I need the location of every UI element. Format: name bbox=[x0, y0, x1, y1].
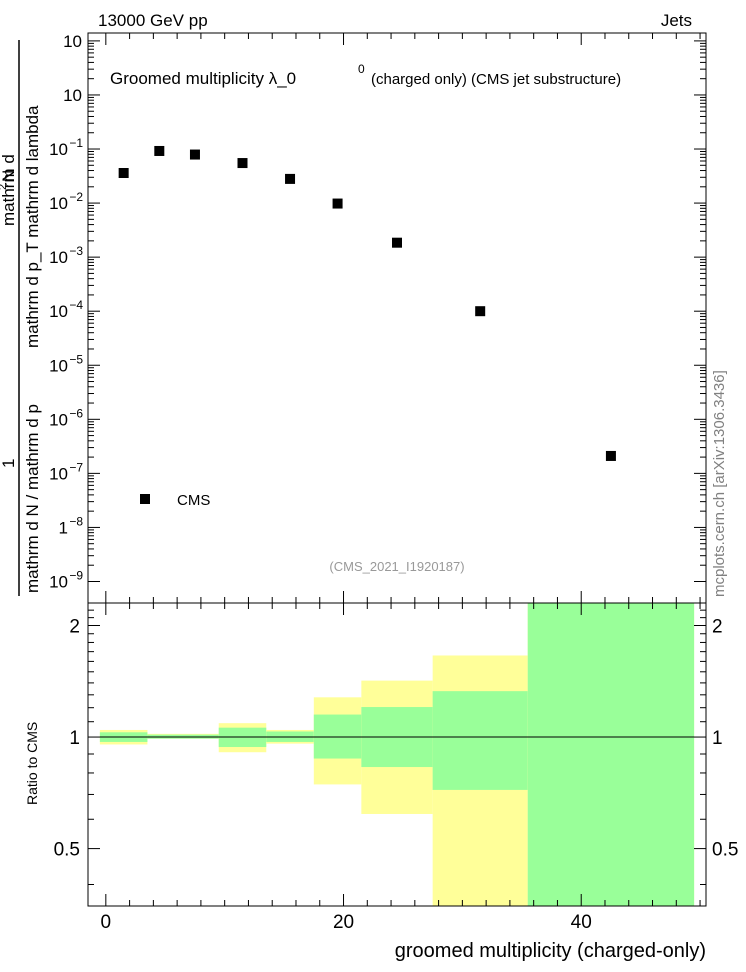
ratio-y-tick-label: 0.5 bbox=[54, 840, 80, 861]
plot-title: Groomed multiplicity λ_0 bbox=[110, 69, 296, 88]
main-y-tick-label: 10 bbox=[63, 86, 82, 105]
ratio-y-tick-label-right: 0.5 bbox=[712, 840, 738, 861]
data-point-cms bbox=[392, 237, 402, 248]
data-point-cms bbox=[285, 173, 296, 184]
ratio-stat-band-6 bbox=[432, 691, 528, 790]
main-y-tick-label: 1 bbox=[59, 518, 68, 537]
main-y-tick-exponent: −8 bbox=[69, 514, 83, 528]
beam-label: 13000 GeV pp bbox=[98, 11, 208, 30]
main-y-tick-exponent: −7 bbox=[69, 460, 83, 474]
ratio-y-tick-label: 2 bbox=[69, 616, 80, 637]
main-y-tick-exponent: −2 bbox=[69, 190, 83, 204]
main-y-tick-label: 10 bbox=[49, 194, 68, 213]
main-y-tick-label: 10 bbox=[49, 356, 68, 375]
x-axis-label: groomed multiplicity (charged-only) bbox=[395, 940, 706, 962]
plot-title-superscript: 0 bbox=[358, 62, 365, 76]
x-tick-label: 20 bbox=[333, 912, 354, 933]
ratio-y-tick-label: 1 bbox=[69, 728, 80, 749]
category-label: Jets bbox=[661, 11, 692, 30]
plot-title-suffix: (charged only) (CMS jet substructure) bbox=[371, 71, 621, 88]
data-point-cms bbox=[118, 168, 129, 179]
x-tick-label: 40 bbox=[571, 912, 592, 933]
data-point-cms bbox=[475, 306, 486, 317]
data-point-cms bbox=[605, 450, 616, 461]
analysis-id: (CMS_2021_I1920187) bbox=[329, 559, 464, 574]
legend-marker bbox=[140, 494, 150, 504]
main-y-tick-exponent: −3 bbox=[69, 244, 83, 258]
main-y-axis-label: 1 mathrm d N / mathrm d p mathrm d 2 N m… bbox=[0, 40, 42, 596]
watermark: mcplots.cern.ch [arXiv:1306.3436] bbox=[711, 370, 728, 597]
data-point-cms bbox=[237, 158, 248, 169]
main-y-tick-exponent: −9 bbox=[69, 568, 83, 582]
ratio-bands bbox=[99, 603, 695, 906]
y-label-deriv-sup: 2 bbox=[0, 184, 9, 190]
data-points bbox=[118, 145, 616, 461]
main-y-tick-label: 10 bbox=[49, 464, 68, 483]
legend-label: CMS bbox=[177, 492, 210, 509]
main-y-tick-label: 10 bbox=[49, 302, 68, 321]
main-y-tick-exponent: −1 bbox=[69, 136, 83, 150]
ratio-stat-band-4 bbox=[313, 714, 362, 759]
main-y-tick-exponent: −4 bbox=[69, 298, 83, 312]
x-tick-label: 0 bbox=[101, 912, 112, 933]
main-y-tick-exponent: −6 bbox=[69, 406, 83, 420]
data-point-cms bbox=[332, 198, 343, 209]
main-y-tick-exponent: −5 bbox=[69, 352, 83, 366]
main-plot-frame bbox=[87, 32, 707, 604]
ratio-stat-band-7 bbox=[527, 603, 695, 906]
main-y-tick-label: 10 bbox=[49, 248, 68, 267]
ratio-axis-ticks: 0.5 0.51 12 20 20 40 bbox=[54, 603, 738, 933]
main-y-tick-label: 10 bbox=[49, 140, 68, 159]
y-label-denom-dN-dp: mathrm d N / mathrm d p bbox=[23, 404, 42, 593]
y-label-denom-dpt-dlambda: mathrm d p_T mathrm d lambda bbox=[23, 105, 42, 348]
ratio-y-axis-label: Ratio to CMS bbox=[24, 722, 40, 805]
main-y-tick-label: 10 bbox=[49, 572, 68, 591]
plot-title-main: Groomed multiplicity λ_0 bbox=[110, 69, 296, 88]
ratio-y-tick-label-right: 2 bbox=[712, 616, 723, 637]
ratio-y-tick-label-right: 1 bbox=[712, 728, 723, 749]
y-label-numerator-one: 1 bbox=[0, 459, 18, 468]
data-point-cms bbox=[154, 145, 165, 156]
data-point-cms bbox=[189, 149, 200, 160]
y-label-deriv-N: N bbox=[0, 170, 18, 182]
main-y-tick-label: 10 bbox=[63, 32, 82, 51]
y-label-deriv-d: mathrm d bbox=[0, 154, 18, 226]
main-y-tick-label: 10 bbox=[49, 410, 68, 429]
